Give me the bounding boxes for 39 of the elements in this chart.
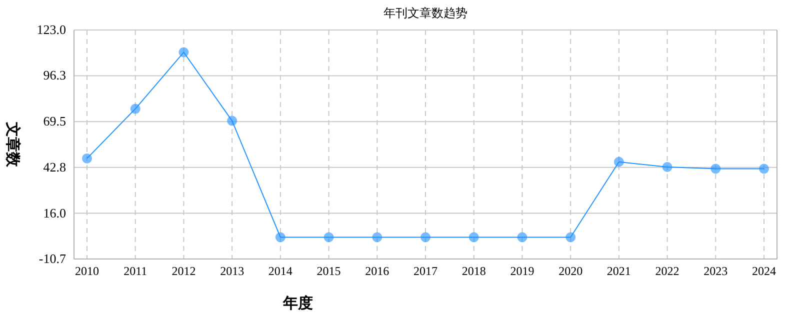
point	[275, 232, 286, 242]
point	[372, 232, 382, 242]
x-tick-label: 2022	[655, 264, 680, 278]
y-tick-label: -10.7	[38, 251, 66, 266]
x-tick-label: 2019	[510, 264, 534, 278]
point	[662, 162, 672, 172]
point	[227, 116, 238, 126]
y-tick-label: 42.8	[43, 159, 66, 174]
y-tick-label: 16.0	[43, 205, 66, 220]
point	[468, 232, 479, 242]
x-tick-label: 2016	[365, 264, 390, 278]
x-tick-label: 2014	[268, 264, 292, 278]
x-tick-label: 2018	[462, 264, 486, 278]
x-tick-label: 2015	[316, 264, 341, 278]
y-tick-label: 123.0	[36, 22, 66, 37]
y-axis-title: 文章数	[4, 121, 22, 168]
point	[178, 47, 189, 58]
point	[710, 164, 721, 174]
y-tick-label: 69.5	[43, 114, 66, 129]
x-tick-label: 2024	[752, 264, 776, 278]
point	[759, 164, 769, 174]
point	[614, 156, 624, 167]
x-tick-label: 2010	[75, 264, 99, 278]
chart-title: 年刊文章数趋势	[384, 6, 468, 20]
x-tick-label: 2011	[124, 264, 148, 278]
point	[130, 104, 140, 114]
x-tick-label: 2012	[172, 264, 196, 278]
point	[82, 153, 92, 164]
x-axis-title: 年度	[282, 294, 313, 312]
y-tick-label: 96.3	[43, 68, 66, 83]
x-tick-label: 2013	[220, 264, 244, 278]
x-tick-label: 2020	[558, 264, 583, 278]
point	[324, 232, 334, 242]
point	[566, 232, 576, 242]
x-tick-label: 2017	[414, 264, 438, 278]
point	[517, 232, 528, 242]
x-tick-label: 2021	[606, 264, 631, 278]
point	[420, 232, 430, 242]
x-tick-label: 2023	[704, 264, 728, 278]
